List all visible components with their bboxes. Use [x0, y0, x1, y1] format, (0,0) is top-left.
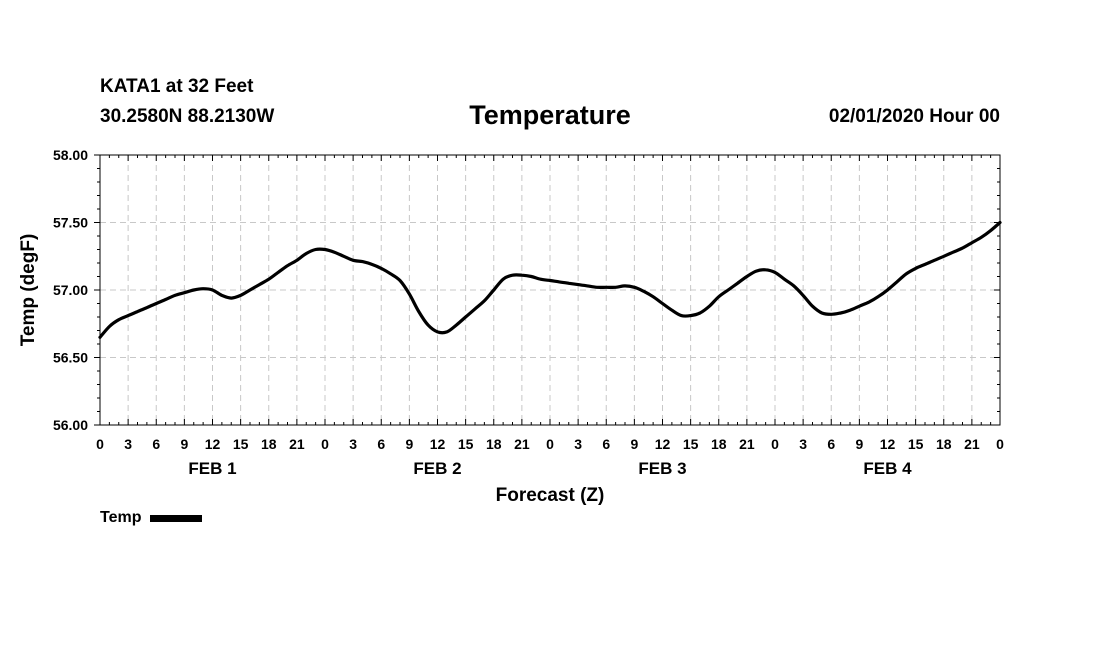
x-tick-label: 21: [964, 436, 980, 452]
x-tick-label: 12: [205, 436, 221, 452]
x-tick-label: 0: [771, 436, 779, 452]
legend: Temp: [100, 509, 203, 527]
station-coordinates: 30.2580N 88.2130W: [100, 106, 275, 127]
x-tick-label: 9: [855, 436, 863, 452]
x-tick-label: 6: [152, 436, 160, 452]
x-tick-label: 9: [630, 436, 638, 452]
x-tick-label: 15: [683, 436, 699, 452]
x-tick-label: 15: [233, 436, 249, 452]
x-tick-label: 6: [602, 436, 610, 452]
y-tick-label: 57.50: [53, 215, 88, 231]
x-tick-label: 12: [655, 436, 671, 452]
y-tick-label: 58.00: [53, 147, 88, 163]
y-axis-label: Temp (degF): [18, 234, 39, 347]
x-tick-label: 18: [486, 436, 502, 452]
x-tick-label: 3: [124, 436, 132, 452]
y-tick-label: 56.00: [53, 417, 88, 433]
x-tick-label: 6: [827, 436, 835, 452]
x-tick-label: 12: [880, 436, 896, 452]
x-axis-label: Forecast (Z): [496, 485, 605, 506]
x-tick-label: 12: [430, 436, 446, 452]
day-label: FEB 4: [863, 459, 912, 478]
gridlines: [100, 155, 1000, 425]
x-tick-label: 0: [96, 436, 104, 452]
x-tick-label: 0: [321, 436, 329, 452]
day-label: FEB 2: [413, 459, 461, 478]
x-tick-label: 9: [180, 436, 188, 452]
x-tick-label: 6: [377, 436, 385, 452]
y-tick-label: 57.00: [53, 282, 88, 298]
station-name: KATA1 at 32 Feet: [100, 76, 254, 97]
y-tick-label: 56.50: [53, 350, 88, 366]
day-label: FEB 3: [638, 459, 686, 478]
x-tick-label: 9: [405, 436, 413, 452]
x-tick-label: 3: [574, 436, 582, 452]
x-tick-label: 18: [261, 436, 277, 452]
x-tick-label: 21: [739, 436, 755, 452]
temp-series-line: [98, 220, 1002, 339]
x-tick-label: 3: [349, 436, 357, 452]
legend-label: Temp: [100, 509, 142, 526]
x-tick-label: 3: [799, 436, 807, 452]
chart-title: Temperature: [469, 100, 631, 130]
day-label: FEB 1: [188, 459, 236, 478]
x-tick-label: 0: [996, 436, 1004, 452]
x-tick-label: 18: [711, 436, 727, 452]
x-tick-label: 21: [289, 436, 305, 452]
x-tick-label: 15: [458, 436, 474, 452]
x-tick-label: 21: [514, 436, 530, 452]
x-tick-label: 18: [936, 436, 952, 452]
legend-line-swatch: [150, 514, 203, 522]
forecast-run-time: 02/01/2020 Hour 00: [828, 106, 1000, 127]
x-tick-label: 15: [908, 436, 924, 452]
x-tick-label: 0: [546, 436, 554, 452]
